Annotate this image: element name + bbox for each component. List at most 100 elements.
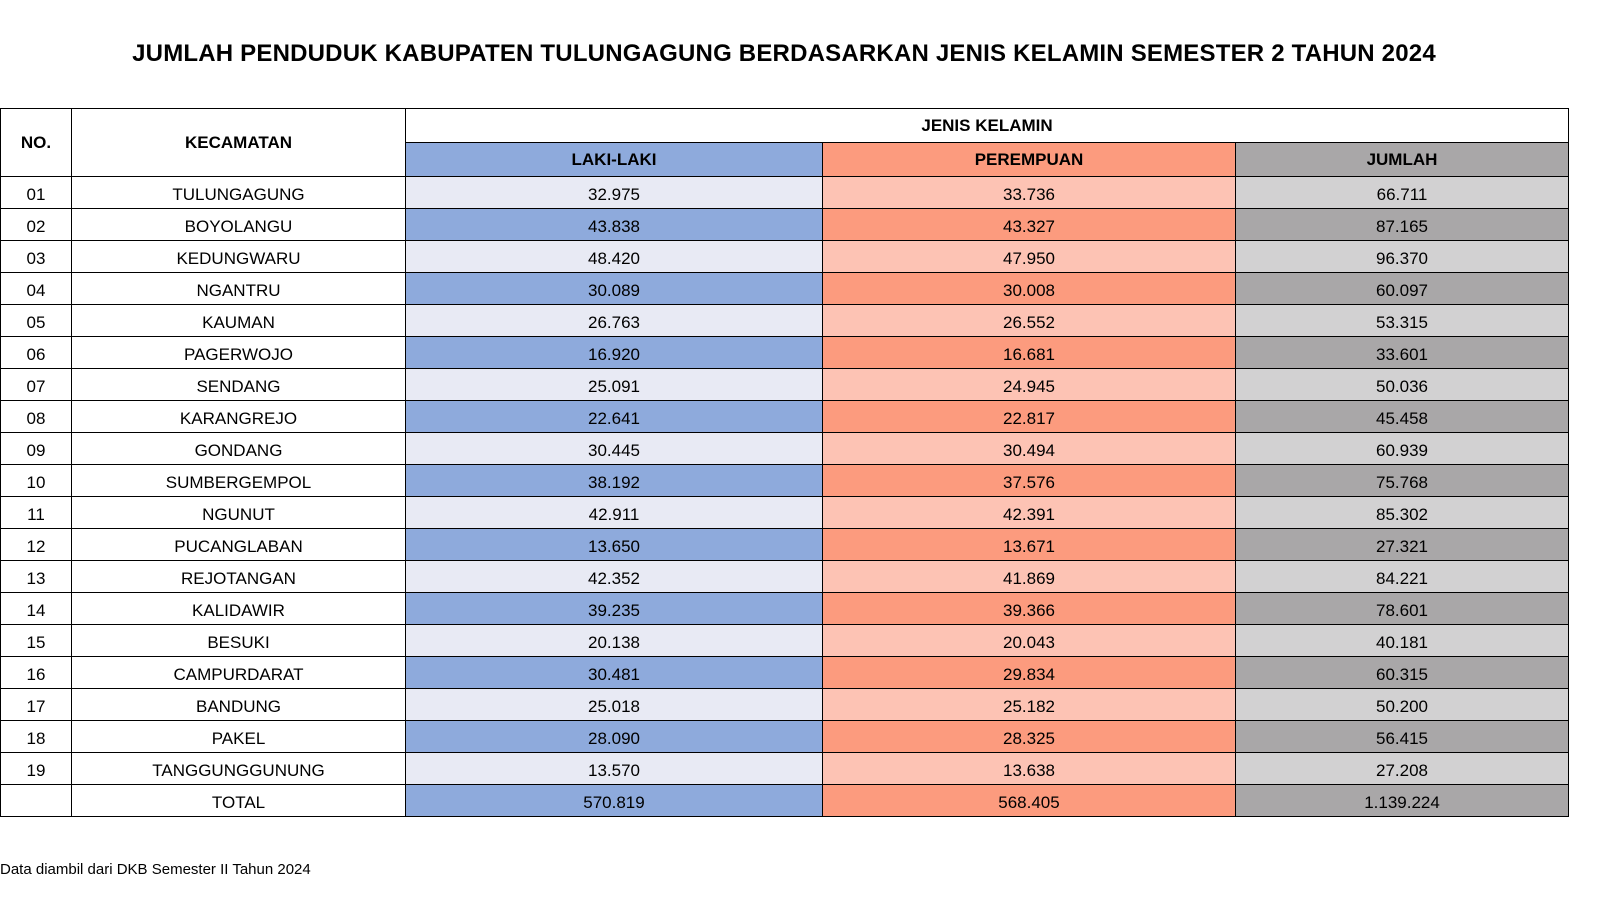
table-row: 19 TANGGUNGGUNUNG 13.570 13.638 27.208 xyxy=(0,752,1570,785)
row-jumlah: 27.321 xyxy=(1234,528,1570,561)
row-kecamatan: SENDANG xyxy=(71,368,406,401)
table-row: 15 BESUKI 20.138 20.043 40.181 xyxy=(0,624,1570,657)
table-row: 10 SUMBERGEMPOL 38.192 37.576 75.768 xyxy=(0,464,1570,497)
row-kecamatan: TULUNGAGUNG xyxy=(71,176,406,209)
row-jumlah: 84.221 xyxy=(1234,560,1570,593)
row-laki-laki: 20.138 xyxy=(405,624,823,657)
row-jumlah: 85.302 xyxy=(1234,496,1570,529)
row-perempuan: 42.391 xyxy=(822,496,1236,529)
table-row: 13 REJOTANGAN 42.352 41.869 84.221 xyxy=(0,560,1570,593)
row-laki-laki: 16.920 xyxy=(405,336,823,369)
row-kecamatan: TANGGUNGGUNUNG xyxy=(71,752,406,785)
table-row: 01 TULUNGAGUNG 32.975 33.736 66.711 xyxy=(0,176,1570,209)
total-laki: 570.819 xyxy=(405,784,823,817)
row-no: 06 xyxy=(0,336,72,369)
row-jumlah: 50.200 xyxy=(1234,688,1570,721)
row-perempuan: 37.576 xyxy=(822,464,1236,497)
row-jumlah: 33.601 xyxy=(1234,336,1570,369)
row-perempuan: 29.834 xyxy=(822,656,1236,689)
row-kecamatan: GONDANG xyxy=(71,432,406,465)
footnote: Data diambil dari DKB Semester II Tahun … xyxy=(0,861,311,878)
row-kecamatan: PAKEL xyxy=(71,720,406,753)
row-jumlah: 45.458 xyxy=(1234,400,1570,433)
row-perempuan: 39.366 xyxy=(822,592,1236,625)
row-no: 09 xyxy=(0,432,72,465)
total-perempuan: 568.405 xyxy=(822,784,1236,817)
row-kecamatan: NGUNUT xyxy=(71,496,406,529)
row-laki-laki: 13.570 xyxy=(405,752,823,785)
row-kecamatan: KEDUNGWARU xyxy=(71,240,406,273)
row-jumlah: 78.601 xyxy=(1234,592,1570,625)
row-laki-laki: 25.091 xyxy=(405,368,823,401)
row-laki-laki: 28.090 xyxy=(405,720,823,753)
row-jumlah: 27.208 xyxy=(1234,752,1570,785)
row-no: 11 xyxy=(0,496,72,529)
page-title: JUMLAH PENDUDUK KABUPATEN TULUNGAGUNG BE… xyxy=(132,40,1436,67)
row-kecamatan: KAUMAN xyxy=(71,304,406,337)
row-no: 19 xyxy=(0,752,72,785)
row-laki-laki: 48.420 xyxy=(405,240,823,273)
row-perempuan: 30.494 xyxy=(822,432,1236,465)
table-row: 04 NGANTRU 30.089 30.008 60.097 xyxy=(0,272,1570,305)
row-laki-laki: 30.445 xyxy=(405,432,823,465)
row-kecamatan: KARANGREJO xyxy=(71,400,406,433)
row-laki-laki: 22.641 xyxy=(405,400,823,433)
row-no: 01 xyxy=(0,176,72,209)
row-kecamatan: BANDUNG xyxy=(71,688,406,721)
table-row: 14 KALIDAWIR 39.235 39.366 78.601 xyxy=(0,592,1570,625)
table-row: 02 BOYOLANGU 43.838 43.327 87.165 xyxy=(0,208,1570,241)
population-table: NO. KECAMATAN JENIS KELAMIN LAKI-LAKI PE… xyxy=(0,108,1570,817)
header-kecamatan: KECAMATAN xyxy=(71,108,406,177)
total-no-cell xyxy=(0,784,72,817)
table-row: 05 KAUMAN 26.763 26.552 53.315 xyxy=(0,304,1570,337)
row-kecamatan: PUCANGLABAN xyxy=(71,528,406,561)
row-no: 02 xyxy=(0,208,72,241)
row-kecamatan: NGANTRU xyxy=(71,272,406,305)
row-no: 04 xyxy=(0,272,72,305)
table-row: 06 PAGERWOJO 16.920 16.681 33.601 xyxy=(0,336,1570,369)
table-row: 07 SENDANG 25.091 24.945 50.036 xyxy=(0,368,1570,401)
table-row: 12 PUCANGLABAN 13.650 13.671 27.321 xyxy=(0,528,1570,561)
row-kecamatan: PAGERWOJO xyxy=(71,336,406,369)
row-laki-laki: 13.650 xyxy=(405,528,823,561)
header-no: NO. xyxy=(0,108,72,177)
total-label: TOTAL xyxy=(71,784,406,817)
row-no: 18 xyxy=(0,720,72,753)
row-no: 14 xyxy=(0,592,72,625)
row-kecamatan: KALIDAWIR xyxy=(71,592,406,625)
table-row: 08 KARANGREJO 22.641 22.817 45.458 xyxy=(0,400,1570,433)
row-laki-laki: 30.481 xyxy=(405,656,823,689)
table-row: 11 NGUNUT 42.911 42.391 85.302 xyxy=(0,496,1570,529)
row-no: 05 xyxy=(0,304,72,337)
row-jumlah: 60.097 xyxy=(1234,272,1570,305)
row-perempuan: 22.817 xyxy=(822,400,1236,433)
table-row: 09 GONDANG 30.445 30.494 60.939 xyxy=(0,432,1570,465)
row-no: 08 xyxy=(0,400,72,433)
row-laki-laki: 38.192 xyxy=(405,464,823,497)
row-kecamatan: BESUKI xyxy=(71,624,406,657)
row-perempuan: 41.869 xyxy=(822,560,1236,593)
row-laki-laki: 26.763 xyxy=(405,304,823,337)
row-kecamatan: CAMPURDARAT xyxy=(71,656,406,689)
table-row: 16 CAMPURDARAT 30.481 29.834 60.315 xyxy=(0,656,1570,689)
row-perempuan: 28.325 xyxy=(822,720,1236,753)
row-no: 03 xyxy=(0,240,72,273)
row-laki-laki: 30.089 xyxy=(405,272,823,305)
table-row: 18 PAKEL 28.090 28.325 56.415 xyxy=(0,720,1570,753)
row-perempuan: 24.945 xyxy=(822,368,1236,401)
row-perempuan: 13.638 xyxy=(822,752,1236,785)
header-jumlah: JUMLAH xyxy=(1234,142,1570,177)
table-body: 01 TULUNGAGUNG 32.975 33.736 66.711 02 BOYOLAN… xyxy=(0,176,1570,785)
row-no: 15 xyxy=(0,624,72,657)
row-laki-laki: 42.352 xyxy=(405,560,823,593)
row-jumlah: 75.768 xyxy=(1234,464,1570,497)
row-no: 12 xyxy=(0,528,72,561)
row-perempuan: 47.950 xyxy=(822,240,1236,273)
header-jenis-kelamin: JENIS KELAMIN xyxy=(404,108,1570,143)
row-kecamatan: BOYOLANGU xyxy=(71,208,406,241)
row-kecamatan: SUMBERGEMPOL xyxy=(71,464,406,497)
row-perempuan: 33.736 xyxy=(822,176,1236,209)
row-laki-laki: 42.911 xyxy=(405,496,823,529)
row-perempuan: 16.681 xyxy=(822,336,1236,369)
row-no: 17 xyxy=(0,688,72,721)
